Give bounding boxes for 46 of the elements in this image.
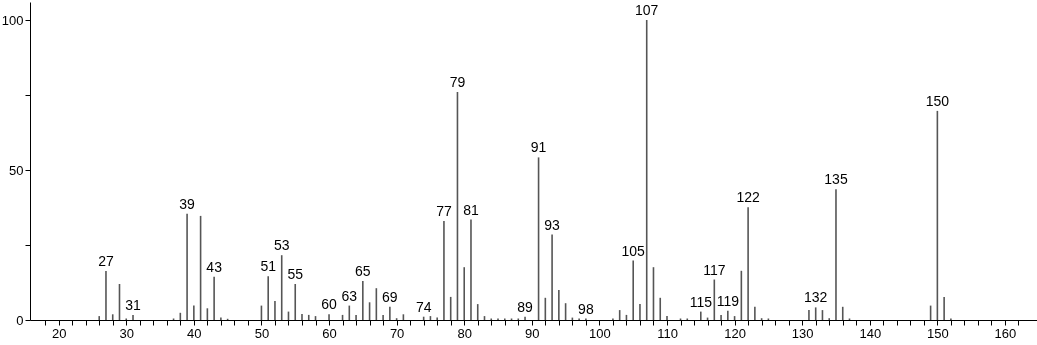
annotation: 51 <box>260 258 277 275</box>
annotation: 132 <box>804 289 828 306</box>
annotation: 89 <box>517 298 534 315</box>
x-tick-label: 130 <box>791 325 814 341</box>
annotation: 107 <box>635 2 659 18</box>
annotation: 53 <box>273 237 290 254</box>
x-tick-label: 20 <box>51 325 67 341</box>
annotation: 55 <box>287 266 304 282</box>
annotation: 98 <box>578 300 594 317</box>
y-tick-label: 50 <box>9 162 24 178</box>
x-tick-label: 40 <box>187 325 202 341</box>
x-tick-label: 100 <box>589 325 611 341</box>
annotation: 135 <box>824 171 848 188</box>
x-tick-label: 150 <box>927 325 949 341</box>
annotation: 150 <box>925 92 950 109</box>
x-tick-label: 90 <box>525 325 540 341</box>
x-tick-label: 60 <box>322 325 337 341</box>
x-tick-label: 110 <box>657 325 678 341</box>
x-tick-label: 140 <box>859 325 882 341</box>
annotation: 105 <box>621 242 646 259</box>
annotation: 74 <box>415 298 432 315</box>
x-tick-label: 70 <box>389 325 405 341</box>
annotation: 60 <box>321 296 338 313</box>
annotation: 93 <box>544 216 561 233</box>
annotation: 91 <box>530 139 547 156</box>
annotation: 63 <box>341 287 358 304</box>
annotation: 27 <box>98 253 114 270</box>
x-tick-label: 80 <box>457 325 472 341</box>
annotation: 115 <box>689 293 713 310</box>
annotation: 31 <box>125 296 142 313</box>
annotation: 117 <box>703 261 726 278</box>
annotation: 65 <box>355 263 371 279</box>
annotation: 81 <box>463 201 479 218</box>
annotation: 69 <box>382 288 398 305</box>
x-tick-label: 30 <box>119 325 134 341</box>
y-tick-label: 0 <box>16 312 24 328</box>
annotation: 79 <box>449 74 466 90</box>
annotation: 119 <box>716 292 740 309</box>
x-tick-label: 50 <box>254 325 270 341</box>
annotation: 122 <box>736 189 760 206</box>
y-tick-label: 100 <box>1 12 24 28</box>
x-tick-label: 120 <box>724 325 746 341</box>
annotation: 43 <box>206 258 223 275</box>
annotation: 39 <box>179 195 196 212</box>
annotation: 77 <box>436 203 452 219</box>
x-tick-label: 160 <box>994 325 1017 341</box>
